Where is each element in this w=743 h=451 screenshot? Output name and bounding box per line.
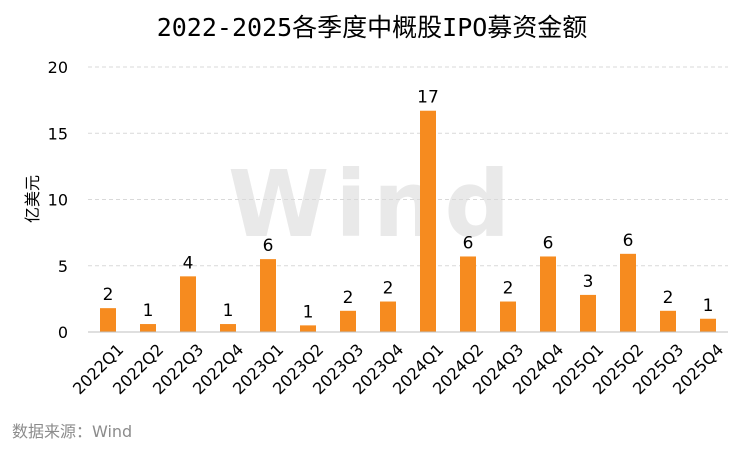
y-tick-label: 0 [58, 323, 68, 342]
data-label: 1 [223, 301, 234, 321]
y-tick-label: 20 [48, 58, 68, 77]
x-axis-ticks: 2022Q12022Q22022Q32022Q42023Q12023Q22023… [69, 340, 727, 398]
data-label: 6 [623, 231, 634, 251]
data-label: 3 [583, 272, 594, 292]
y-tick-label: 5 [58, 257, 68, 276]
bar-2025Q4 [700, 318, 716, 332]
bar-2024Q1 [420, 110, 436, 332]
y-tick-label: 10 [48, 191, 68, 210]
bar-2025Q3 [660, 310, 676, 332]
bar-2023Q2 [300, 325, 316, 332]
bar-2023Q4 [380, 301, 396, 332]
source-note: 数据来源：Wind [12, 422, 132, 441]
data-label: 2 [103, 285, 114, 305]
bar-2022Q1 [100, 308, 116, 332]
y-axis-label: 亿美元 [23, 175, 42, 223]
data-label: 6 [543, 233, 554, 253]
bar-2024Q4 [540, 256, 556, 332]
data-label: 4 [183, 253, 194, 273]
data-label: 1 [143, 301, 154, 321]
bar-2022Q2 [140, 324, 156, 332]
data-label: 17 [417, 88, 439, 108]
data-label: 6 [463, 233, 474, 253]
chart-title: 2022-2025各季度中概股IPO募资金额 [157, 13, 588, 42]
bar-2024Q3 [500, 301, 516, 332]
bar-2023Q3 [340, 310, 356, 332]
bars [100, 110, 716, 332]
data-label: 2 [383, 279, 394, 299]
bar-2023Q1 [260, 259, 276, 332]
data-label: 2 [503, 279, 514, 299]
bar-2022Q3 [180, 276, 196, 332]
y-tick-label: 15 [48, 124, 68, 143]
watermark-text: Wind [228, 151, 516, 258]
bar-2025Q1 [580, 294, 596, 332]
y-axis-ticks: 0 5 10 15 20 [48, 58, 68, 342]
data-label: 2 [343, 288, 354, 308]
bar-2022Q4 [220, 324, 236, 332]
data-labels: 2 1 4 1 6 1 2 2 17 6 2 6 3 6 2 1 [103, 88, 714, 323]
bar-2025Q2 [620, 253, 636, 332]
data-label: 2 [663, 288, 674, 308]
data-label: 6 [263, 236, 274, 256]
data-label: 1 [303, 302, 314, 322]
bar-2024Q2 [460, 256, 476, 332]
data-label: 1 [703, 296, 714, 316]
